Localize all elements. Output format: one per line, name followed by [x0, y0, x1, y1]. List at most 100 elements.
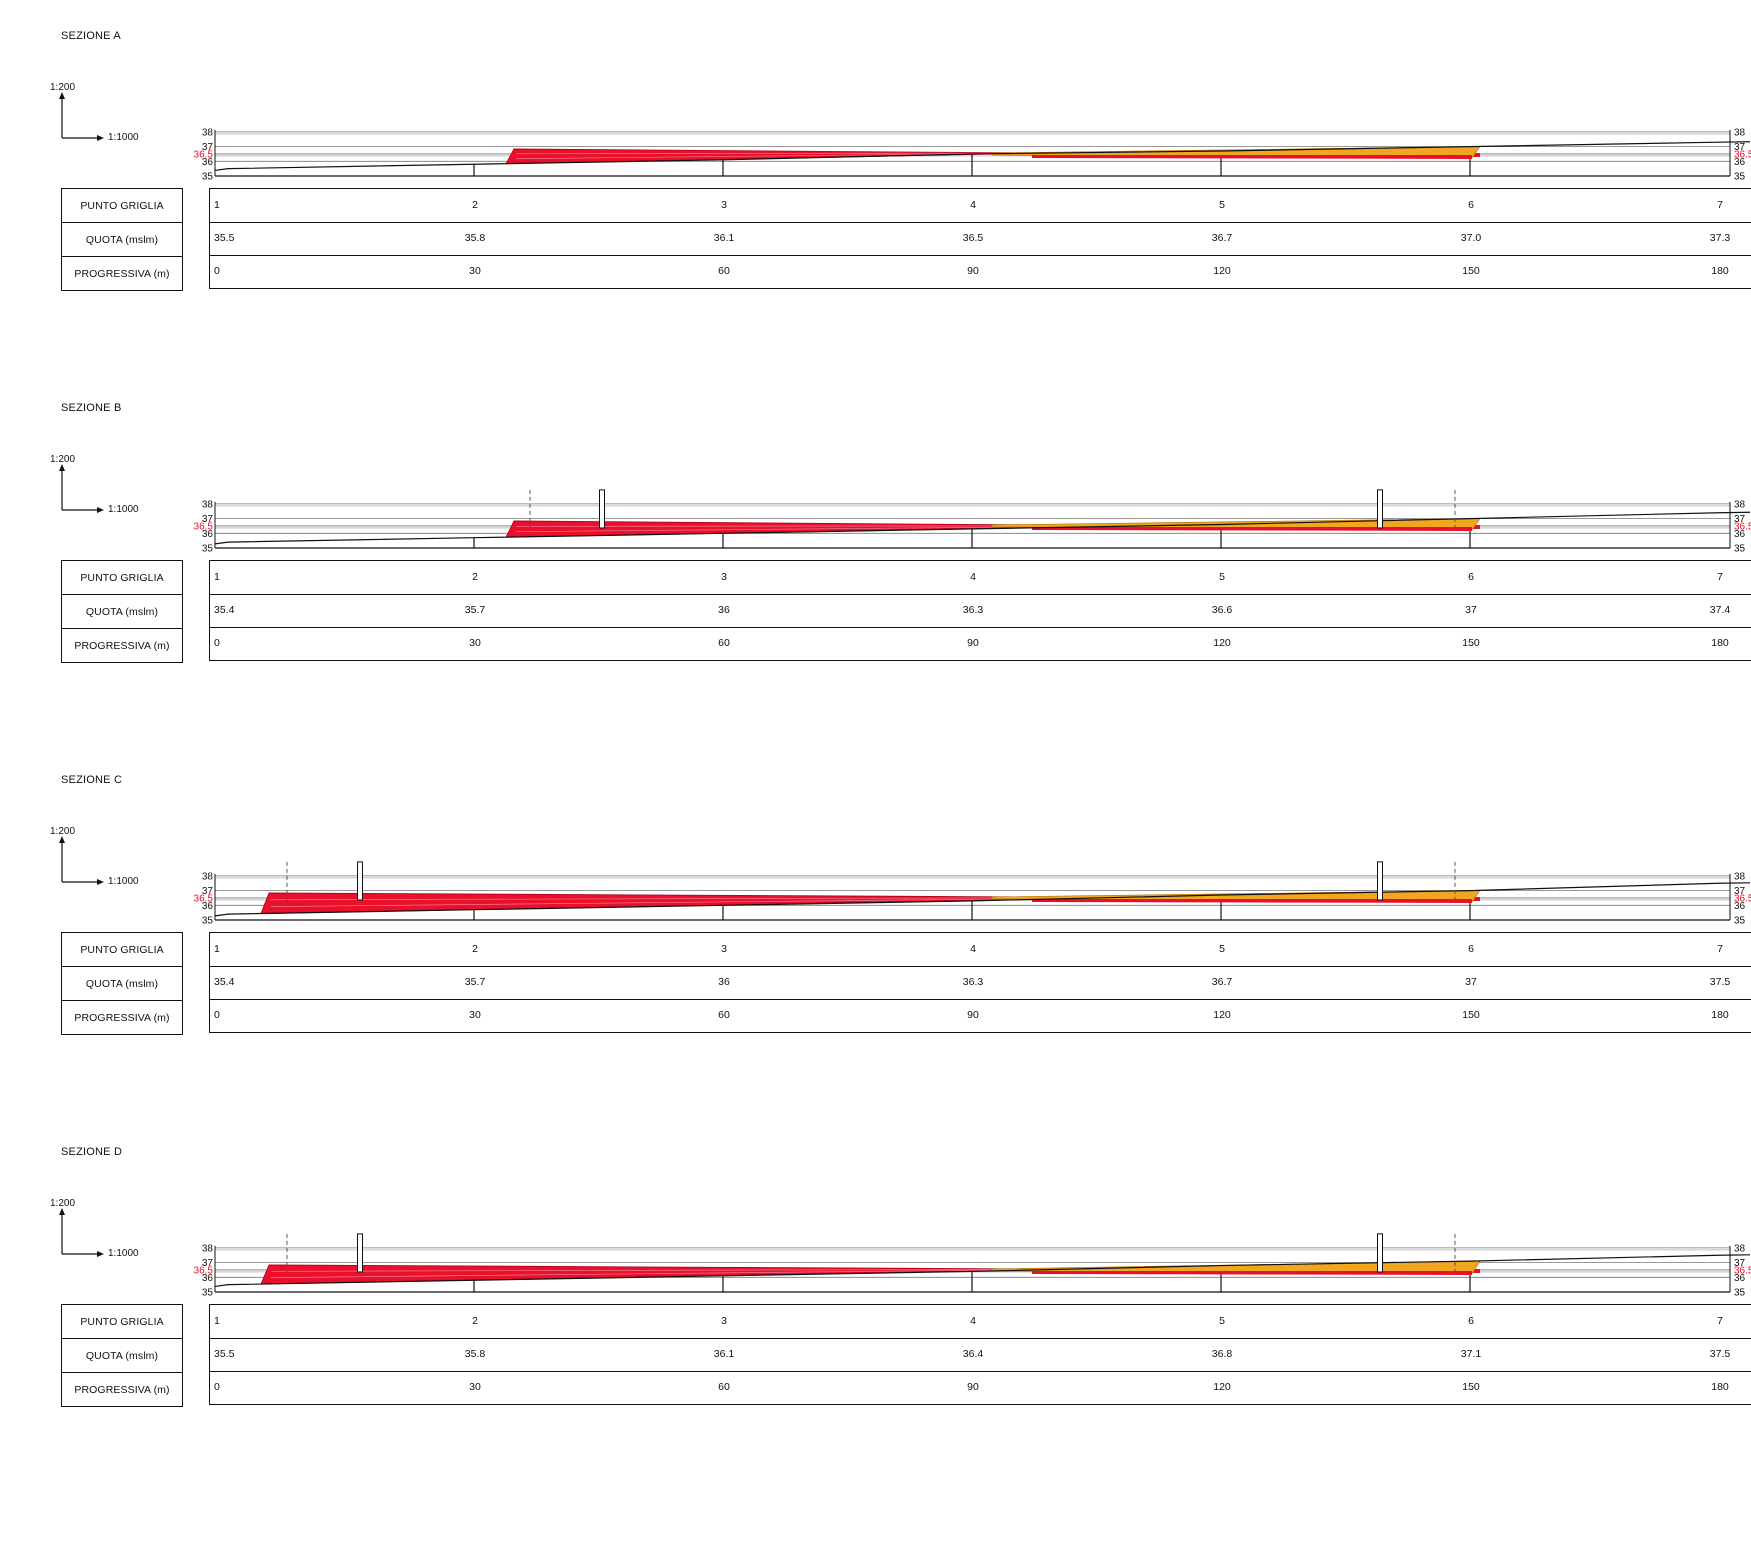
- tick-label-right: 37: [1734, 514, 1746, 525]
- table-cell: 36.3: [962, 604, 984, 616]
- tick-label-right: 36.5: [1734, 521, 1751, 532]
- table-cell: 60: [718, 265, 730, 277]
- data-row-punti: 1 2 3 4 5 6 7: [210, 561, 1751, 595]
- ground-profile-line: [214, 511, 1751, 545]
- section-title: SEZIONE D: [61, 1146, 123, 1158]
- table-cell: 120: [1213, 1381, 1231, 1393]
- table-cell: 36.4: [962, 1348, 984, 1360]
- tick-label-left: 36: [202, 1273, 214, 1284]
- data-row-progressive: 0 30 60 90 120 150 180: [210, 255, 1751, 288]
- section-c: SEZIONE C 1:200 1:1000 38 38 37 37 36.5 36.5 36 36…: [0, 774, 1751, 1146]
- table-cell: 120: [1213, 1009, 1231, 1021]
- row-label: QUOTA (mslm): [61, 594, 183, 629]
- row-label: PROGRESSIVA (m): [74, 267, 170, 280]
- table-cell: 2: [472, 1315, 478, 1327]
- tick-label-left: 36.5: [194, 1265, 214, 1276]
- tick-label-right: 38: [1734, 499, 1746, 510]
- cut-area-red: [260, 1264, 1033, 1285]
- table-cell: 35.4: [214, 976, 235, 988]
- tick-label-right: 36.5: [1734, 893, 1751, 904]
- table-cell: 0: [214, 265, 220, 277]
- table-cell: 37.5: [1709, 976, 1731, 988]
- tick-label-left: 37: [202, 886, 214, 897]
- row-label-table: PUNTO GRIGLIA QUOTA (mslm) PROGRESSIVA (m): [61, 560, 183, 663]
- table-cell: 35.7: [464, 976, 486, 988]
- tick-label-right: 38: [1734, 1243, 1746, 1254]
- table-cell: 5: [1219, 943, 1225, 955]
- row-label: QUOTA (mslm): [61, 1338, 183, 1373]
- table-cell: 1: [214, 571, 220, 583]
- table-cell: 7: [1717, 1315, 1723, 1327]
- horizontal-scale-label: 1:1000: [108, 504, 139, 515]
- tick-label-left: 35: [202, 544, 214, 555]
- data-row-progressive: 0 30 60 90 120 150 180: [210, 1371, 1751, 1404]
- tick-label-left: 38: [202, 1243, 214, 1254]
- table-cell: 0: [214, 1381, 220, 1393]
- tick-label-right: 37: [1734, 142, 1746, 153]
- tick-label-left: 38: [202, 499, 214, 510]
- data-row-quote: 35.4 35.7 36 36.3 36.6 37 37.4: [210, 594, 1751, 628]
- tick-label-right: 36: [1734, 157, 1746, 168]
- table-cell: 1: [214, 1315, 220, 1327]
- tick-label-left: 37: [202, 1258, 214, 1269]
- table-cell: 150: [1462, 265, 1480, 277]
- tick-label-left: 36.5: [194, 521, 214, 532]
- data-table: 1 2 3 4 5 6 7 35.5 35.8 36.1 36.4 36.8 37.1 37.5 0 30 60…: [209, 1304, 1751, 1405]
- table-cell: 30: [469, 265, 481, 277]
- scale-indicator: 1:200 1:1000: [50, 82, 160, 143]
- table-cell: 36.7: [1211, 232, 1233, 244]
- table-cell: 36.1: [713, 232, 735, 244]
- cut-band-red: [1032, 1270, 1472, 1275]
- ground-profile-line: [214, 141, 1751, 172]
- row-label: QUOTA (mslm): [61, 222, 183, 257]
- data-row-punti: 1 2 3 4 5 6 7: [210, 189, 1751, 223]
- ground-profile-line: [214, 1254, 1751, 1288]
- table-cell: 60: [718, 1381, 730, 1393]
- tick-label-right: 35: [1734, 916, 1746, 927]
- tick-label-right: 36: [1734, 1273, 1746, 1284]
- table-cell: 4: [970, 943, 976, 955]
- tick-label-right: 37: [1734, 886, 1746, 897]
- table-cell: 5: [1219, 1315, 1225, 1327]
- cut-band-red: [1032, 154, 1472, 159]
- table-cell: 37.3: [1709, 232, 1731, 244]
- data-row-quote: 35.5 35.8 36.1 36.4 36.8 37.1 37.5: [210, 1338, 1751, 1372]
- data-row-punti: 1 2 3 4 5 6 7: [210, 1305, 1751, 1339]
- table-cell: 90: [967, 1381, 979, 1393]
- table-cell: 6: [1468, 943, 1474, 955]
- table-cell: 36.1: [713, 1348, 735, 1360]
- tick-label-right: 37: [1734, 1258, 1746, 1269]
- table-cell: 37.4: [1709, 604, 1731, 616]
- scale-arrows-icon: [59, 464, 104, 513]
- table-cell: 2: [472, 943, 478, 955]
- row-label: PUNTO GRIGLIA: [61, 560, 183, 595]
- vertical-scale-label: 1:200: [50, 82, 76, 93]
- tick-label-right: 36.5: [1734, 149, 1751, 160]
- tick-label-left: 38: [202, 127, 214, 138]
- post-marker: [1377, 861, 1383, 901]
- table-cell: 36: [718, 604, 730, 616]
- table-cell: 7: [1717, 571, 1723, 583]
- table-cell: 0: [214, 1009, 220, 1021]
- table-cell: 36.7: [1211, 976, 1233, 988]
- section-a: SEZIONE A 1:200 1:1000 38 38 37 37 36.5 36.5 36 36…: [0, 30, 1751, 402]
- table-cell: 6: [1468, 571, 1474, 583]
- table-cell: 37.0: [1460, 232, 1482, 244]
- table-cell: 35.5: [214, 232, 235, 244]
- tick-label-right: 36: [1734, 529, 1746, 540]
- post-marker: [599, 489, 605, 529]
- section-d: SEZIONE D 1:200 1:1000 38 38 37 37 36.5 36.5 36 36…: [0, 1146, 1751, 1518]
- table-cell: 36.8: [1211, 1348, 1233, 1360]
- post-marker: [357, 861, 363, 901]
- ground-profile-line: [214, 882, 1751, 917]
- table-cell: 120: [1213, 637, 1231, 649]
- tick-label-left: 36: [202, 157, 214, 168]
- table-cell: 36.6: [1211, 604, 1233, 616]
- table-cell: 5: [1219, 199, 1225, 211]
- vertical-scale-label: 1:200: [50, 454, 76, 465]
- scale-indicator: 1:200 1:1000: [50, 454, 160, 515]
- row-label: QUOTA (mslm): [61, 966, 183, 1001]
- tick-label-right: 36: [1734, 901, 1746, 912]
- table-cell: 4: [970, 571, 976, 583]
